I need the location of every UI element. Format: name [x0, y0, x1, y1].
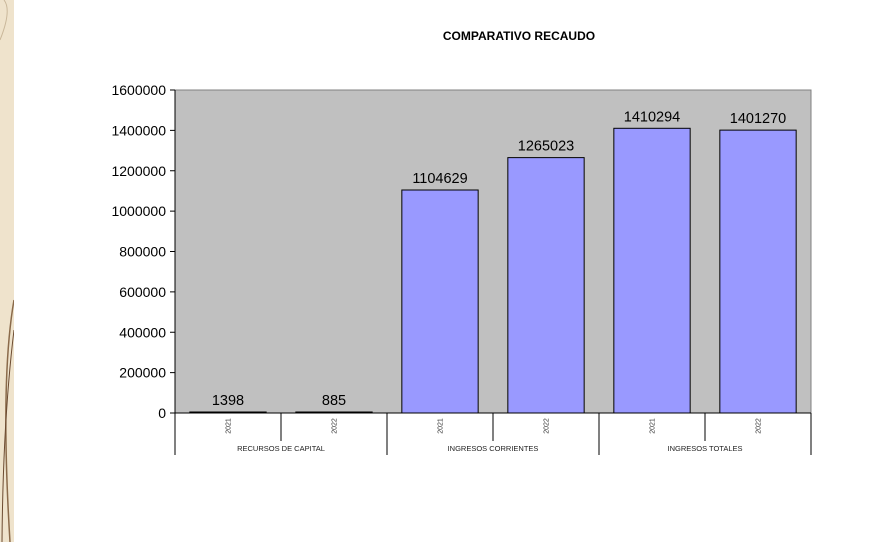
- bars: [189, 127, 797, 414]
- y-tick-label: 0: [158, 405, 166, 421]
- bar: [613, 127, 691, 414]
- bar: [507, 157, 585, 414]
- x-group-label: INGRESOS CORRIENTES: [448, 444, 539, 453]
- slide: COMPARATIVO RECAUDO 0 200000 400000 600000 8…: [14, 0, 881, 542]
- x-tick-label-year: 2021: [226, 418, 233, 434]
- x-tick-label-year: 2022: [544, 418, 551, 434]
- y-tick-label: 600000: [119, 284, 166, 300]
- x-tick-label-year: 2021: [438, 418, 445, 434]
- x-group-label: RECURSOS DE CAPITAL: [237, 444, 325, 453]
- data-label: 1401270: [730, 111, 786, 127]
- y-tick-label: 1400000: [111, 122, 166, 138]
- data-label: 1398: [212, 393, 244, 409]
- y-tick-label: 1600000: [111, 82, 166, 98]
- x-group-label: INGRESOS TOTALES: [667, 444, 742, 453]
- y-tick-label: 200000: [119, 365, 166, 381]
- x-axis: 2021 2022 2021 2022 2021 2022 RECURSOS DE CAPI…: [174, 412, 812, 455]
- bar: [719, 129, 797, 414]
- data-label: 1104629: [412, 171, 467, 187]
- y-tick-label: 800000: [119, 244, 166, 260]
- chart-title: COMPARATIVO RECAUDO: [443, 29, 595, 43]
- x-tick-label-year: 2022: [756, 418, 763, 434]
- y-tick-label: 400000: [119, 324, 166, 340]
- data-label: 885: [322, 393, 346, 409]
- x-tick-label-year: 2022: [332, 418, 339, 434]
- bar: [401, 189, 479, 414]
- y-tick-label: 1000000: [111, 203, 166, 219]
- data-label: 1410294: [624, 109, 680, 125]
- plot-area: [174, 89, 812, 414]
- data-labels: 1398 885 1104629 1265023 1410294 1401270: [212, 109, 786, 409]
- y-axis: 0 200000 400000 600000 800000 1000000 1200000 1…: [111, 82, 176, 421]
- bar-chart: COMPARATIVO RECAUDO 0 200000 400000 600000 8…: [111, 29, 812, 455]
- y-tick-label: 1200000: [111, 163, 166, 179]
- data-label: 1265023: [518, 139, 574, 155]
- x-tick-label-year: 2021: [650, 418, 657, 434]
